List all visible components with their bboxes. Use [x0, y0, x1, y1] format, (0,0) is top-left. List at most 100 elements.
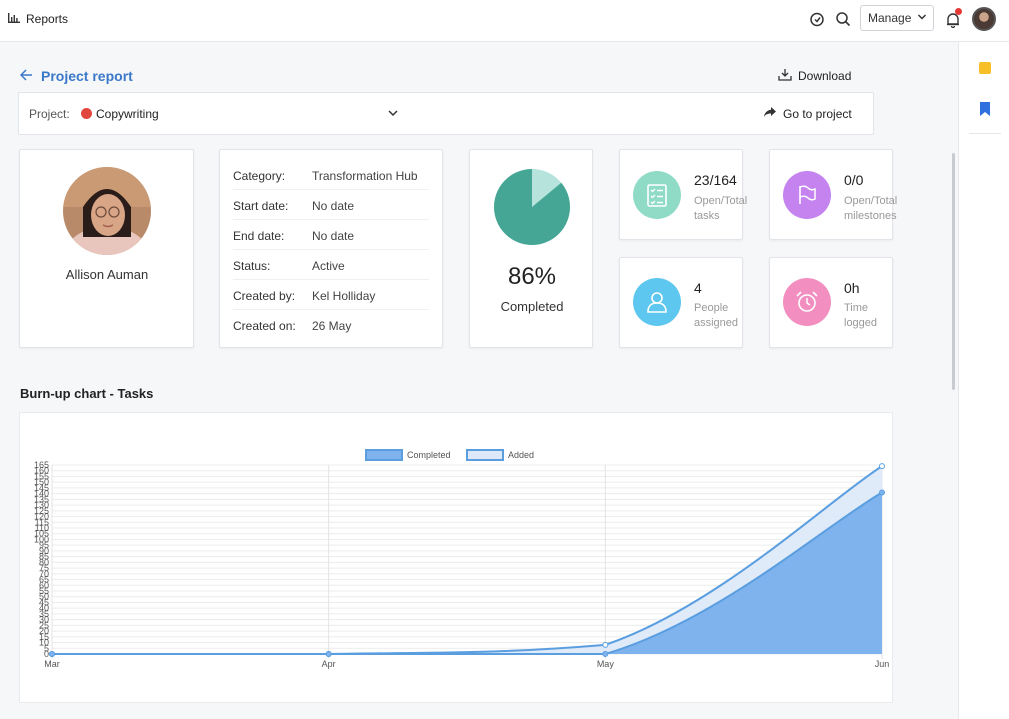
chevron-down-icon[interactable] — [387, 107, 399, 119]
checklist-icon — [633, 171, 681, 219]
y-tick-label: 100 — [34, 534, 49, 544]
y-tick-label: 140 — [34, 489, 49, 499]
series-line-completed — [52, 491, 883, 655]
y-tick-label: 130 — [34, 500, 49, 510]
detail-key: End date: — [233, 229, 285, 243]
detail-key: Start date: — [233, 199, 289, 213]
y-tick-label: 120 — [34, 512, 49, 522]
download-icon — [778, 68, 792, 84]
scrollbar-thumb[interactable] — [952, 153, 955, 390]
detail-value: 26 May — [312, 319, 352, 333]
y-tick-label: 75 — [39, 563, 49, 573]
burnup-chart: 0510152025303540455055606570758085909510… — [34, 449, 890, 669]
detail-row-end-date: End date: No date — [233, 220, 429, 250]
app-title-area[interactable]: Reports — [8, 11, 68, 26]
timer-icon[interactable] — [808, 10, 826, 28]
go-to-project-label: Go to project — [783, 106, 852, 121]
y-tick-label: 70 — [39, 569, 49, 579]
download-button[interactable]: Download — [778, 68, 851, 84]
project-color-dot — [81, 108, 92, 119]
time-value: 0h — [844, 280, 860, 296]
detail-key: Status: — [233, 259, 271, 273]
back-to-project-report[interactable]: Project report — [19, 68, 133, 84]
detail-value: No date — [312, 229, 355, 243]
completion-label: Completed — [500, 299, 564, 314]
y-tick-label: 10 — [39, 638, 49, 648]
search-icon[interactable] — [834, 10, 852, 28]
y-tick-label: 145 — [34, 483, 49, 493]
data-point-completed — [879, 489, 885, 496]
bookmark-icon[interactable] — [979, 102, 991, 116]
milestones-label-line2: milestones — [844, 210, 897, 222]
y-tick-label: 35 — [39, 609, 49, 619]
y-tick-label: 125 — [34, 506, 49, 516]
tasks-label-line1: Open/Total — [694, 195, 748, 207]
y-tick-label: 40 — [39, 603, 49, 613]
bell-icon[interactable] — [944, 11, 962, 29]
detail-key: Category: — [233, 169, 286, 183]
y-tick-label: 135 — [34, 494, 49, 504]
page-title: Project report — [41, 68, 133, 84]
detail-value: Kel Holliday — [312, 289, 376, 303]
sidebar-divider — [969, 133, 1001, 134]
y-tick-label: 65 — [39, 575, 49, 585]
tasks-stat-card[interactable]: 23/164 Open/Total tasks — [619, 149, 747, 240]
y-tick-label: 60 — [39, 580, 49, 590]
owner-name: Allison Auman — [65, 267, 149, 282]
legend-swatch — [466, 449, 504, 461]
section-title: Burn-up chart - Tasks — [20, 386, 154, 401]
sticky-note-icon[interactable] — [979, 62, 991, 74]
x-tick-label: Jun — [875, 659, 890, 669]
x-tick-label: Mar — [44, 659, 60, 669]
flag-icon — [783, 171, 831, 219]
y-tick-label: 85 — [39, 552, 49, 562]
detail-row-category: Category: Transformation Hub — [233, 160, 429, 190]
notification-dot — [955, 8, 962, 15]
time-label-line2: logged — [844, 317, 878, 329]
alarm-clock-icon — [783, 278, 831, 326]
y-tick-label: 80 — [39, 557, 49, 567]
chevron-down-icon — [917, 11, 927, 25]
y-tick-label: 110 — [35, 523, 49, 533]
people-stat-card[interactable]: 4 People assigned — [619, 257, 743, 348]
project-details-card: Category: Transformation Hub Start date: N… — [219, 149, 443, 348]
y-tick-label: 0 — [44, 649, 49, 659]
milestones-stat-card[interactable]: 0/0 Open/Total milestones — [769, 149, 897, 240]
completion-card: 86% Completed — [469, 149, 593, 348]
detail-value: Active — [312, 259, 345, 273]
people-label-line2: assigned — [694, 317, 739, 329]
completion-percent: 86% — [507, 263, 557, 290]
y-tick-label: 20 — [39, 626, 49, 636]
detail-row-status: Status: Active — [233, 250, 429, 280]
series-area-completed — [52, 492, 882, 654]
data-point-completed — [325, 651, 332, 657]
y-tick-label: 25 — [39, 620, 49, 630]
person-icon — [633, 278, 681, 326]
detail-row-created-by: Created by: Kel Holliday — [233, 280, 429, 310]
y-tick-label: 160 — [34, 466, 49, 476]
go-to-project-button[interactable]: Go to project — [763, 106, 852, 121]
legend-label: Added — [508, 450, 534, 460]
detail-value: Transformation Hub — [312, 169, 418, 183]
project-selector[interactable]: Project: Copywriting Go to project — [18, 92, 874, 135]
x-tick-label: May — [597, 659, 615, 669]
app-title: Reports — [26, 11, 69, 26]
manage-dropdown[interactable]: Manage — [860, 5, 934, 31]
owner-card: Allison Auman — [19, 149, 194, 348]
detail-value: No date — [312, 199, 355, 213]
y-tick-label: 50 — [39, 592, 49, 602]
time-stat-card[interactable]: 0h Time logged — [769, 257, 893, 348]
burnup-chart-card: 0 5 10 15 20 25 30 35 40 45 50 55 60 65 70 75 80 85 90 95 10… — [19, 412, 893, 703]
data-point-completed — [602, 651, 609, 657]
manage-label: Manage — [868, 11, 912, 25]
tasks-value: 23/164 — [694, 172, 737, 188]
y-tick-label: 95 — [39, 540, 49, 550]
people-label-line1: People — [694, 302, 729, 314]
share-arrow-icon — [763, 106, 777, 121]
legend-label: Completed — [407, 450, 451, 460]
y-tick-label: 115 — [35, 517, 49, 527]
detail-row-start-date: Start date: No date — [233, 190, 429, 220]
top-bar: Reports — [0, 0, 1009, 42]
detail-row-created-on: Created on: 26 May — [233, 310, 429, 340]
user-avatar[interactable] — [972, 7, 996, 31]
